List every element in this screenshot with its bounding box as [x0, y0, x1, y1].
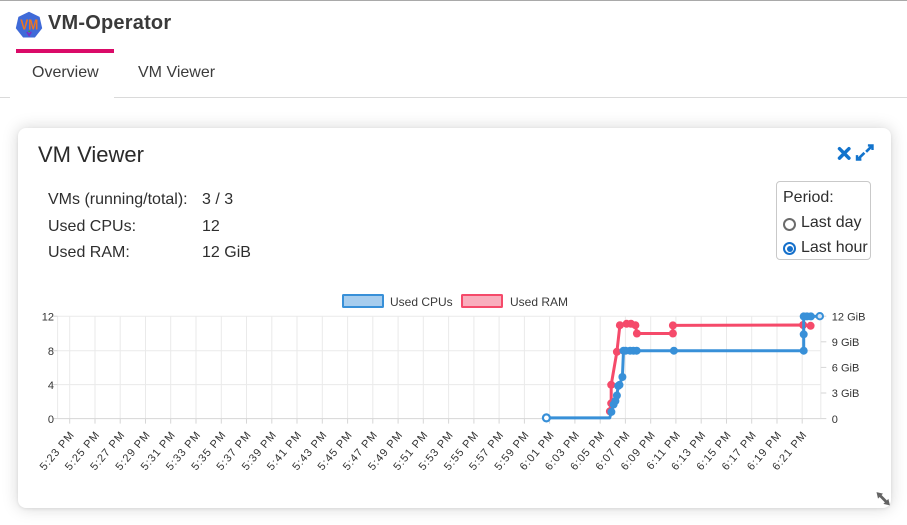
svg-text:VM: VM [20, 17, 38, 34]
